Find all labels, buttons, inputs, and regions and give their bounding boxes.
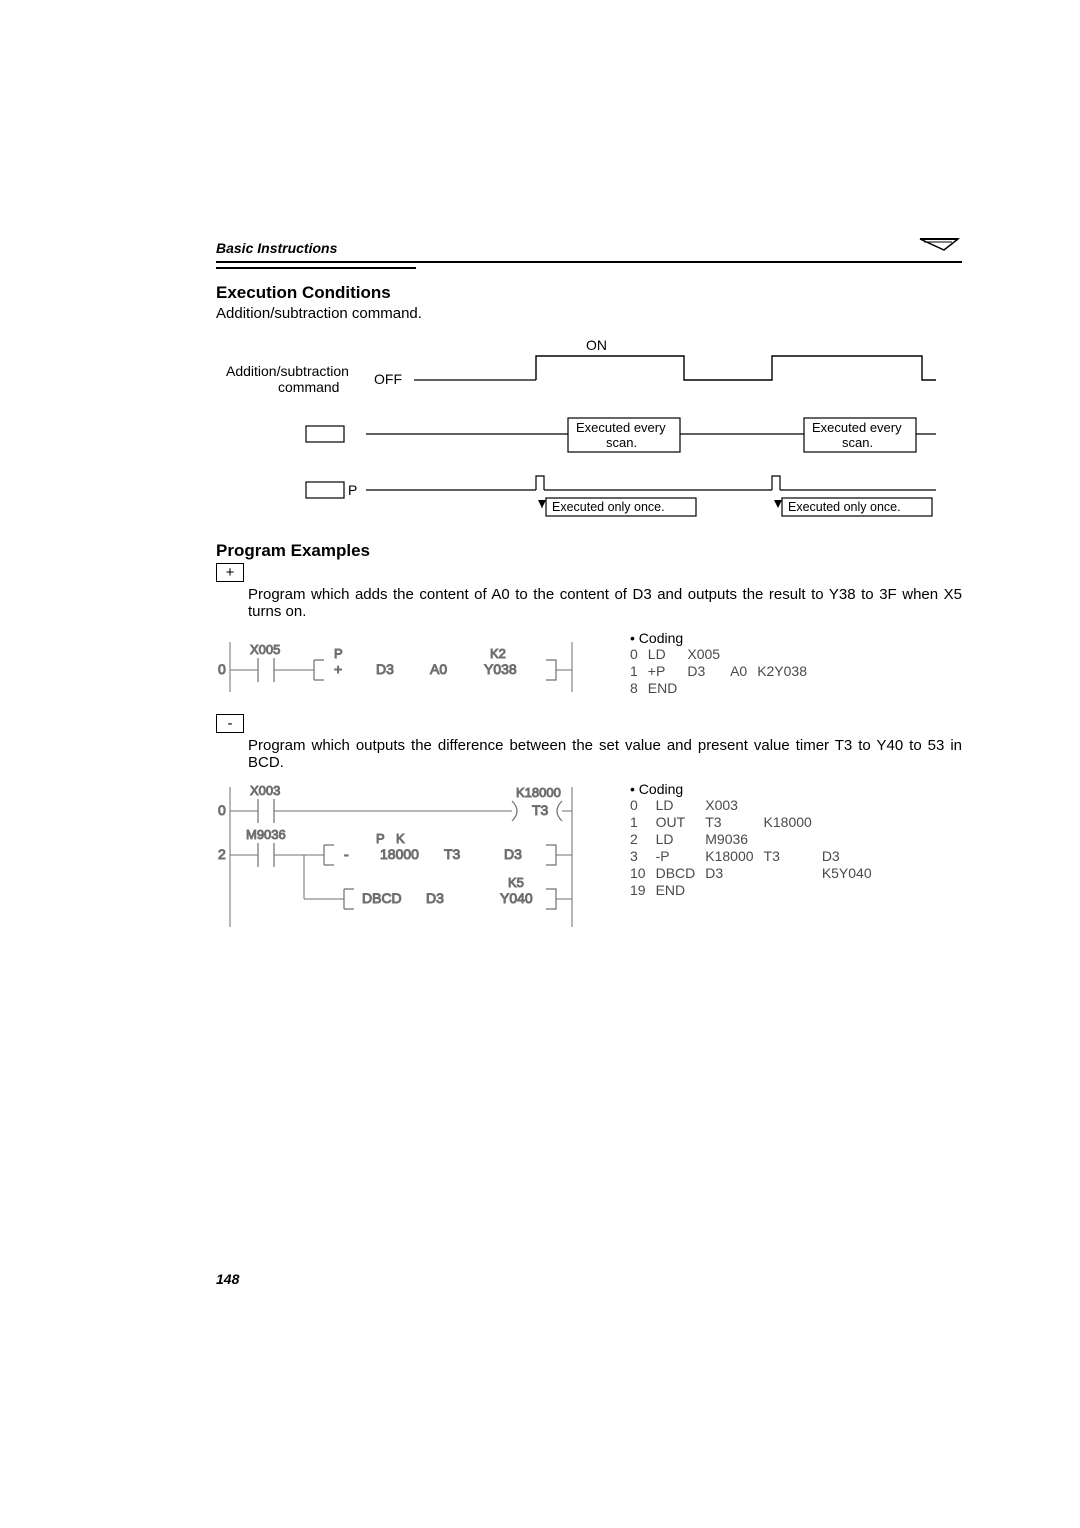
timing-exec-once1: Executed only once. — [552, 500, 665, 514]
table-row: 1+PD3A0K2Y038 — [630, 663, 817, 680]
svg-text:0: 0 — [218, 661, 226, 677]
timing-exec-every2b: scan. — [842, 435, 873, 450]
svg-text:0: 0 — [218, 802, 226, 818]
page-number: 148 — [216, 1271, 962, 1287]
svg-text:X003: X003 — [250, 783, 280, 798]
exec-conditions-sub: Addition/subtraction command. — [216, 305, 962, 322]
timing-exec-every1a: Executed every — [576, 420, 666, 435]
timing-exec-every2a: Executed every — [812, 420, 902, 435]
table-row: 3-PK18000T3D3 — [630, 848, 882, 865]
svg-text:D3: D3 — [376, 661, 394, 677]
svg-text:D3: D3 — [504, 846, 522, 862]
timing-p-suffix: P — [348, 482, 357, 498]
ex1-diagram: 0 X005 + P D3 A0 K2 Y038 • Coding 0LDX00… — [216, 630, 962, 700]
table-row: 2LDM9036 — [630, 831, 882, 848]
svg-text:18000: 18000 — [380, 846, 419, 862]
svg-text:K5: K5 — [508, 875, 524, 890]
header-title: Basic Instructions — [216, 240, 337, 256]
exec-conditions-title: Execution Conditions — [216, 283, 962, 303]
svg-text:2: 2 — [218, 846, 226, 862]
ex2-desc: Program which outputs the difference bet… — [248, 737, 962, 771]
table-row: 0LDX003 — [630, 797, 882, 814]
timing-box-icon — [306, 426, 344, 442]
table-row: 1OUTT3K18000 — [630, 814, 882, 831]
timing-cmd-label2: command — [278, 379, 339, 395]
program-examples-title: Program Examples — [216, 541, 962, 561]
svg-text:+: + — [334, 661, 342, 677]
ex1-desc: Program which adds the content of A0 to … — [248, 586, 962, 620]
svg-text:DBCD: DBCD — [362, 890, 402, 906]
svg-text:X005: X005 — [250, 642, 280, 657]
header-arrow-icon — [918, 236, 962, 259]
table-row: 19END — [630, 882, 882, 899]
ex1-coding: • Coding 0LDX005 1+PD3A0K2Y038 8END — [630, 630, 817, 697]
ex2-coding-table: 0LDX003 1OUTT3K18000 2LDM9036 3-PK18000T… — [630, 797, 882, 899]
svg-text:M9036: M9036 — [246, 827, 286, 842]
timing-off: OFF — [374, 371, 402, 387]
svg-text:Y038: Y038 — [484, 661, 517, 677]
table-row: 10DBCDD3K5Y040 — [630, 865, 882, 882]
svg-text:K18000: K18000 — [516, 785, 561, 800]
timing-on: ON — [586, 337, 607, 353]
ex1-box: + — [216, 563, 244, 582]
page-header: Basic Instructions — [216, 236, 962, 263]
timing-exec-once2: Executed only once. — [788, 500, 901, 514]
svg-text:A0: A0 — [430, 661, 447, 677]
svg-text:T3: T3 — [532, 802, 549, 818]
svg-text:P: P — [334, 646, 343, 661]
ex1-coding-table: 0LDX005 1+PD3A0K2Y038 8END — [630, 646, 817, 697]
timing-diagram: Addition/subtraction command OFF ON Exec… — [216, 332, 962, 527]
svg-text:P: P — [376, 831, 385, 846]
timing-box-p-icon — [306, 482, 344, 498]
ex2-diagram: 0 X003 K18000 T3 2 M9036 - P K 18000 T3 — [216, 781, 962, 931]
header-underline — [216, 267, 416, 269]
svg-text:K2: K2 — [490, 646, 506, 661]
svg-text:D3: D3 — [426, 890, 444, 906]
coding-label: • Coding — [630, 781, 882, 797]
svg-text:-: - — [344, 846, 349, 862]
table-row: 8END — [630, 680, 817, 697]
timing-cmd-label1: Addition/subtraction — [226, 363, 349, 379]
ex2-coding: • Coding 0LDX003 1OUTT3K18000 2LDM9036 3… — [630, 781, 882, 899]
svg-text:Y040: Y040 — [500, 890, 533, 906]
table-row: 0LDX005 — [630, 646, 817, 663]
ex2-box: - — [216, 714, 244, 733]
timing-exec-every1b: scan. — [606, 435, 637, 450]
svg-text:T3: T3 — [444, 846, 461, 862]
svg-text:K: K — [396, 831, 405, 846]
coding-label: • Coding — [630, 630, 817, 646]
